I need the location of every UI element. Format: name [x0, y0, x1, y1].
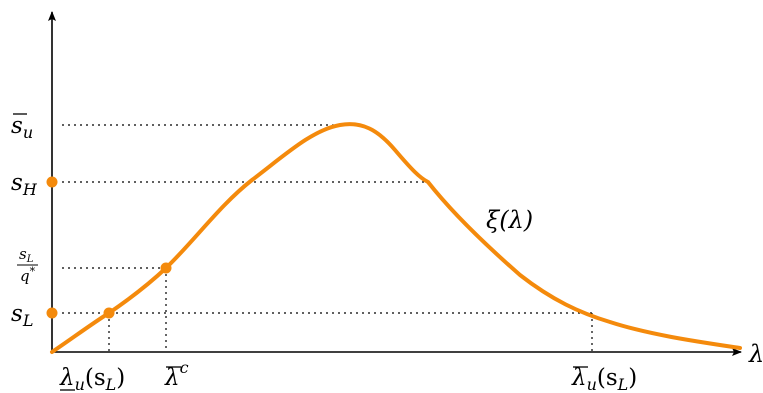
- x-label-lambda-u-under: λu(sL): [59, 365, 125, 393]
- marker-s-L: [46, 307, 58, 319]
- y-label-s-L: sL: [11, 301, 33, 330]
- svg-text:λc: λc: [164, 358, 189, 391]
- svg-text:q*: q*: [20, 265, 36, 285]
- marker-s-H: [46, 176, 58, 188]
- y-label-s-u-bar: su: [11, 113, 33, 142]
- x-label-lambda-u-bar: λu(sL): [571, 365, 637, 393]
- x-label-lambda-c-bar: λc: [164, 358, 189, 391]
- svg-text:λu(sL): λu(sL): [59, 365, 125, 393]
- guide-lines: [62, 124, 593, 352]
- y-label-fraction: sL q*: [17, 245, 38, 285]
- svg-text:sL: sL: [19, 245, 34, 265]
- xi-curve: [50, 122, 742, 354]
- y-label-s-H: sH: [11, 170, 38, 199]
- marker-curve-frac: [160, 262, 172, 274]
- svg-text:su: su: [11, 113, 33, 142]
- marker-curve-s-L: [103, 307, 115, 319]
- curve-label: ξ(λ): [486, 206, 533, 234]
- svg-text:sL: sL: [11, 301, 33, 330]
- svg-text:sH: sH: [11, 170, 38, 199]
- x-axis-label: λ: [748, 340, 763, 368]
- svg-text:λu(sL): λu(sL): [571, 365, 637, 393]
- markers: [46, 176, 172, 319]
